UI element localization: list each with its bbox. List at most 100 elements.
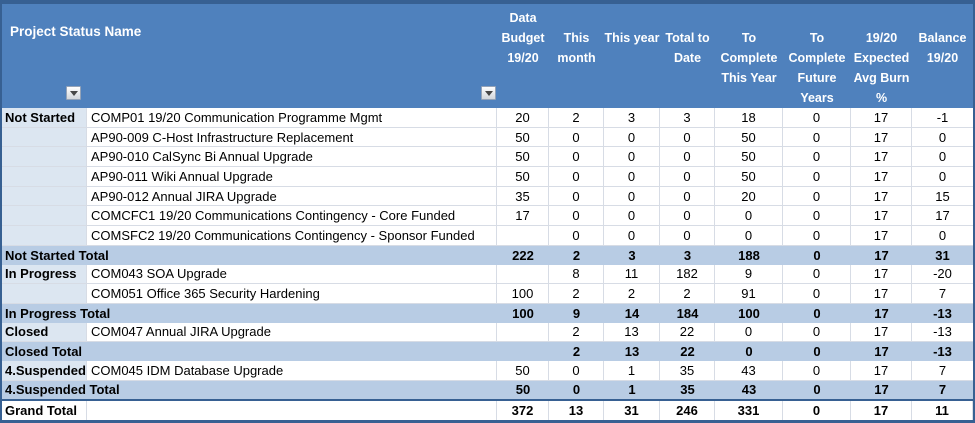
value-cell-total-to-date[interactable]: 0 <box>660 186 715 206</box>
column-header-this-month[interactable]: This month <box>557 31 596 65</box>
value-cell-expected-avg-burn-pct[interactable]: 17 <box>874 344 889 360</box>
value-cell-to-complete-future-years[interactable]: 0 <box>783 360 851 380</box>
status-cell[interactable] <box>2 206 87 226</box>
value-cell-to-complete-this-year[interactable]: 331 <box>715 401 783 420</box>
status-cell[interactable] <box>2 127 87 147</box>
status-cell[interactable]: In Progress <box>2 264 87 284</box>
column-header-to-complete-this-year[interactable]: To Complete This Year <box>720 31 778 85</box>
value-cell-expected-avg-burn-pct[interactable]: 17 <box>851 186 912 206</box>
value-cell-total-to-date[interactable]: 22 <box>680 344 695 360</box>
project-name-cell[interactable]: AP90-012 Annual JIRA Upgrade <box>87 186 497 206</box>
project-name-cell[interactable]: AP90-011 Wiki Annual Upgrade <box>87 167 497 186</box>
value-cell-this-year[interactable]: 0 <box>604 167 660 186</box>
value-cell-budget-19-20[interactable]: 372 <box>497 401 549 420</box>
value-cell-expected-avg-burn-pct[interactable]: 17 <box>851 108 912 127</box>
total-label-cell[interactable]: In Progress Total <box>5 305 111 321</box>
value-cell-to-complete-future-years[interactable]: 0 <box>783 206 851 226</box>
value-cell-this-year[interactable]: 13 <box>624 344 640 360</box>
value-cell-total-to-date[interactable]: 0 <box>660 206 715 226</box>
value-cell-this-month[interactable]: 2 <box>572 247 581 263</box>
total-label-cell[interactable]: Closed Total <box>5 344 83 360</box>
value-cell-total-to-date[interactable]: 3 <box>660 108 715 127</box>
value-cell-to-complete-future-years[interactable]: 0 <box>783 147 851 167</box>
value-cell-to-complete-this-year[interactable]: 0 <box>715 226 783 245</box>
value-cell-this-year[interactable]: 3 <box>628 247 636 263</box>
value-cell-balance-19-20[interactable]: 0 <box>938 168 947 184</box>
value-cell-to-complete-future-years[interactable]: 0 <box>813 344 821 360</box>
value-cell-to-complete-this-year[interactable]: 50 <box>715 167 783 186</box>
value-cell-to-complete-future-years[interactable]: 0 <box>783 401 851 420</box>
value-cell-total-to-date[interactable]: 2 <box>660 284 715 303</box>
column-header-budget-19-20[interactable]: Data Budget 19/20 <box>501 11 545 65</box>
status-cell[interactable]: Closed <box>2 322 87 342</box>
project-name-cell[interactable]: COM043 SOA Upgrade <box>87 264 497 284</box>
value-cell-balance-19-20[interactable]: -1 <box>936 109 949 125</box>
value-cell-expected-avg-burn-pct[interactable]: 17 <box>874 382 889 398</box>
value-cell-this-year[interactable]: 1 <box>604 360 660 380</box>
value-cell-this-month[interactable]: 0 <box>549 127 604 147</box>
total-label-cell[interactable]: Not Started Total <box>5 247 109 263</box>
value-cell-to-complete-future-years[interactable]: 0 <box>783 167 851 186</box>
value-cell-expected-avg-burn-pct[interactable]: 17 <box>851 264 912 284</box>
value-cell-to-complete-this-year[interactable]: 0 <box>715 206 783 226</box>
value-cell-expected-avg-burn-pct[interactable]: 17 <box>851 167 912 186</box>
status-cell[interactable] <box>2 167 87 186</box>
status-cell[interactable]: 4.Suspended <box>2 360 87 380</box>
column-header-expected-avg-burn-pct[interactable]: 19/20 Expected Avg Burn % <box>853 31 910 105</box>
value-cell-this-month[interactable]: 2 <box>549 108 604 127</box>
value-cell-budget-19-20[interactable] <box>497 264 549 284</box>
value-cell-this-month[interactable]: 8 <box>549 264 604 284</box>
value-cell-to-complete-future-years[interactable]: 0 <box>783 322 851 342</box>
column-header-balance-19-20[interactable]: Balance 19/20 <box>918 31 967 65</box>
value-cell-to-complete-future-years[interactable]: 0 <box>783 284 851 303</box>
value-cell-balance-19-20[interactable]: -20 <box>933 266 952 282</box>
value-cell-budget-19-20[interactable]: 20 <box>497 108 549 127</box>
value-cell-this-year[interactable]: 11 <box>604 264 660 284</box>
project-name-cell[interactable]: AP90-010 CalSync Bi Annual Upgrade <box>87 147 497 167</box>
value-cell-this-year[interactable]: 14 <box>624 305 640 321</box>
value-cell-to-complete-future-years[interactable]: 0 <box>783 186 851 206</box>
value-cell-expected-avg-burn-pct[interactable]: 17 <box>874 247 889 263</box>
value-cell-this-year[interactable]: 13 <box>604 322 660 342</box>
value-cell-balance-19-20[interactable]: 7 <box>938 382 947 398</box>
project-name-cell[interactable]: COMP01 19/20 Communication Programme Mgm… <box>87 108 497 127</box>
status-cell[interactable]: Grand Total <box>2 401 87 420</box>
status-cell[interactable]: Not Started <box>2 108 87 127</box>
value-cell-this-month[interactable]: 0 <box>549 167 604 186</box>
value-cell-total-to-date[interactable]: 0 <box>660 226 715 245</box>
value-cell-this-month[interactable]: 0 <box>572 382 581 398</box>
value-cell-to-complete-this-year[interactable]: 20 <box>715 186 783 206</box>
value-cell-this-month[interactable]: 2 <box>572 344 581 360</box>
name-filter-button[interactable] <box>481 86 496 100</box>
value-cell-this-month[interactable]: 0 <box>549 206 604 226</box>
value-cell-this-month[interactable]: 2 <box>549 284 604 303</box>
value-cell-budget-19-20[interactable] <box>497 226 549 245</box>
value-cell-this-month[interactable]: 2 <box>549 322 604 342</box>
column-header-to-complete-future-years[interactable]: To Complete Future Years <box>788 31 846 105</box>
value-cell-this-month[interactable]: 9 <box>572 305 581 321</box>
value-cell-this-year[interactable]: 0 <box>604 226 660 245</box>
value-cell-balance-19-20[interactable]: 0 <box>938 129 947 145</box>
value-cell-budget-19-20[interactable]: 50 <box>497 127 549 147</box>
value-cell-budget-19-20[interactable]: 17 <box>497 206 549 226</box>
value-cell-total-to-date[interactable]: 3 <box>683 247 692 263</box>
value-cell-budget-19-20[interactable]: 100 <box>497 284 549 303</box>
project-name-cell[interactable]: AP90-009 C-Host Infrastructure Replaceme… <box>87 127 497 147</box>
value-cell-balance-19-20[interactable]: 7 <box>938 286 947 302</box>
value-cell-to-complete-this-year[interactable]: 50 <box>715 147 783 167</box>
value-cell-budget-19-20[interactable]: 50 <box>515 382 531 398</box>
project-name-cell[interactable]: COMSFC2 19/20 Communications Contingency… <box>87 226 497 245</box>
value-cell-total-to-date[interactable]: 246 <box>660 401 715 420</box>
value-cell-this-year[interactable]: 1 <box>628 382 636 398</box>
value-cell-budget-19-20[interactable]: 35 <box>497 186 549 206</box>
value-cell-budget-19-20[interactable]: 50 <box>497 167 549 186</box>
status-cell[interactable] <box>2 186 87 206</box>
total-label-cell[interactable]: 4.Suspended Total <box>5 382 120 398</box>
value-cell-expected-avg-burn-pct[interactable]: 17 <box>851 127 912 147</box>
value-cell-to-complete-this-year[interactable]: 100 <box>738 305 760 321</box>
value-cell-budget-19-20[interactable]: 222 <box>512 247 534 263</box>
value-cell-balance-19-20[interactable]: 17 <box>935 208 950 224</box>
status-cell[interactable] <box>2 284 87 303</box>
value-cell-this-month[interactable]: 0 <box>549 360 604 380</box>
value-cell-total-to-date[interactable]: 35 <box>680 382 695 398</box>
